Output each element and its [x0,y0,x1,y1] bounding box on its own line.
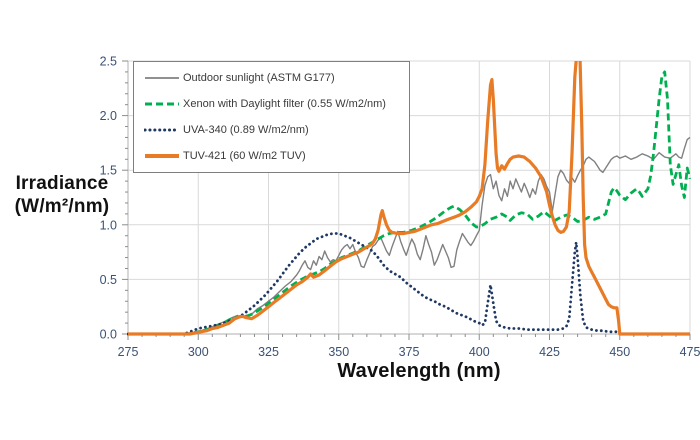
tick-labels: 275 300 325 350 375 400 425 450 475 0.0 0.5 1.0 1.5 2… [100,55,700,360]
x-tick-label: 400 [469,345,490,359]
x-tick-label: 275 [118,345,139,359]
x-tick-label: 350 [328,345,349,359]
y-tick-label: 2.0 [100,109,117,123]
legend-item-uva-340: UVA-340 (0.89 W/m2/nm) [144,119,403,141]
uva-340-dotted-line-sample [144,128,180,132]
x-tick-label: 450 [609,345,630,359]
series-lines [127,61,691,336]
legend-label-outdoor-sunlight: Outdoor sunlight (ASTM G177) [183,72,335,84]
series-outdoor-sunlight-line [128,136,691,335]
legend: Outdoor sunlight (ASTM G177) Xenon with … [133,61,410,173]
legend-item-outdoor-sunlight: Outdoor sunlight (ASTM G177) [144,67,403,89]
series-tuv-421-line [128,61,690,336]
legend-label-xenon-daylight-filter: Xenon with Daylight filter (0.55 W/m2/nm… [183,98,386,110]
legend-label-uva-340: UVA-340 (0.89 W/m2/nm) [183,124,309,136]
y-tick-label: 2.5 [100,55,117,69]
tuv-421-line-sample [145,154,179,158]
x-tick-label: 325 [258,345,279,359]
y-tick-label: 0.0 [100,328,117,342]
y-tick-label: 0.5 [100,273,117,287]
legend-item-xenon-daylight-filter: Xenon with Daylight filter (0.55 W/m2/nm… [144,93,403,115]
x-tick-label: 300 [188,345,209,359]
tick-marks [122,60,691,340]
y-axis-title-line2: (W/m²/nm) [14,196,110,217]
outdoor-sunlight-line-sample [145,77,179,79]
y-axis-title-line1: Irradiance [15,173,109,194]
y-tick-label: 1.5 [100,164,117,178]
x-tick-label: 375 [399,345,420,359]
xenon-dashed-line-sample [145,102,179,106]
legend-item-tuv-421: TUV-421 (60 W/m2 TUV) [144,145,403,167]
x-tick-label: 425 [539,345,560,359]
series-uva-340-line [127,232,622,336]
x-tick-label: 475 [680,345,700,359]
legend-label-tuv-421: TUV-421 (60 W/m2 TUV) [183,150,306,162]
x-axis-title: Wavelength (nm) [337,360,501,382]
y-tick-label: 1.0 [100,218,117,232]
y-axis-title: Irradiance (W/m²/nm) [0,172,124,218]
